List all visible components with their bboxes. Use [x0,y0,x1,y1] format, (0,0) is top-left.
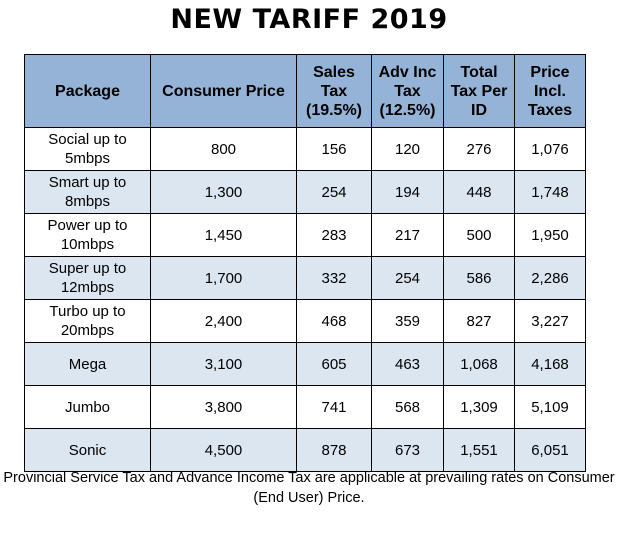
table-row: Power up to 10mbps 1,450 283 217 500 1,950 [24,213,586,257]
table-row: Smart up to 8mbps 1,300 254 194 448 1,748 [24,170,586,214]
footnote: Provincial Service Tax and Advance Incom… [3,470,615,506]
consumer-price-cell: 2,400 [150,299,297,343]
header-consumer-price: Consumer Price [150,54,297,128]
adv-inc-tax-cell: 359 [371,299,444,343]
page-title: NEW TARIFF 2019 [170,4,448,35]
header-package: Package [24,54,151,128]
adv-inc-tax-cell: 217 [371,213,444,257]
consumer-price-cell: 4,500 [150,428,297,472]
total-tax-cell: 586 [443,256,515,300]
package-cell: Mega [24,342,151,386]
package-cell: Sonic [24,428,151,472]
consumer-price-cell: 3,800 [150,385,297,429]
price-incl-taxes-cell: 1,748 [514,170,586,214]
header-adv-inc-tax: Adv Inc Tax (12.5%) [371,54,444,128]
package-cell: Smart up to 8mbps [24,170,151,214]
table-row: Sonic 4,500 878 673 1,551 6,051 [24,428,586,472]
package-cell: Power up to 10mbps [24,213,151,257]
price-incl-taxes-cell: 2,286 [514,256,586,300]
sales-tax-cell: 468 [296,299,372,343]
table-header-row: Package Consumer Price Sales Tax (19.5%)… [24,54,586,128]
consumer-price-cell: 1,450 [150,213,297,257]
consumer-price-cell: 1,300 [150,170,297,214]
total-tax-cell: 827 [443,299,515,343]
total-tax-cell: 1,551 [443,428,515,472]
price-incl-taxes-cell: 5,109 [514,385,586,429]
table-row: Mega 3,100 605 463 1,068 4,168 [24,342,586,386]
package-cell: Turbo up to 20mbps [24,299,151,343]
table-row: Super up to 12mbps 1,700 332 254 586 2,286 [24,256,586,300]
price-incl-taxes-cell: 4,168 [514,342,586,386]
package-cell: Jumbo [24,385,151,429]
adv-inc-tax-cell: 120 [371,127,444,171]
total-tax-cell: 500 [443,213,515,257]
sales-tax-cell: 605 [296,342,372,386]
sales-tax-cell: 156 [296,127,372,171]
price-incl-taxes-cell: 1,950 [514,213,586,257]
sales-tax-cell: 878 [296,428,372,472]
sales-tax-cell: 254 [296,170,372,214]
adv-inc-tax-cell: 568 [371,385,444,429]
table-row: Turbo up to 20mbps 2,400 468 359 827 3,227 [24,299,586,343]
sales-tax-cell: 741 [296,385,372,429]
total-tax-cell: 1,309 [443,385,515,429]
header-price-incl-taxes: Price Incl. Taxes [514,54,586,128]
header-sales-tax: Sales Tax (19.5%) [296,54,372,128]
price-incl-taxes-cell: 6,051 [514,428,586,472]
price-incl-taxes-cell: 3,227 [514,299,586,343]
sales-tax-cell: 283 [296,213,372,257]
total-tax-cell: 448 [443,170,515,214]
table-row: Jumbo 3,800 741 568 1,309 5,109 [24,385,586,429]
consumer-price-cell: 1,700 [150,256,297,300]
header-total-tax: Total Tax Per ID [443,54,515,128]
package-cell: Social up to 5mbps [24,127,151,171]
sales-tax-cell: 332 [296,256,372,300]
total-tax-cell: 276 [443,127,515,171]
consumer-price-cell: 800 [150,127,297,171]
table-row: Social up to 5mbps 800 156 120 276 1,076 [24,127,586,171]
package-cell: Super up to 12mbps [24,256,151,300]
adv-inc-tax-cell: 463 [371,342,444,386]
consumer-price-cell: 3,100 [150,342,297,386]
tariff-table: Package Consumer Price Sales Tax (19.5%)… [24,54,586,472]
price-incl-taxes-cell: 1,076 [514,127,586,171]
adv-inc-tax-cell: 194 [371,170,444,214]
adv-inc-tax-cell: 673 [371,428,444,472]
adv-inc-tax-cell: 254 [371,256,444,300]
total-tax-cell: 1,068 [443,342,515,386]
